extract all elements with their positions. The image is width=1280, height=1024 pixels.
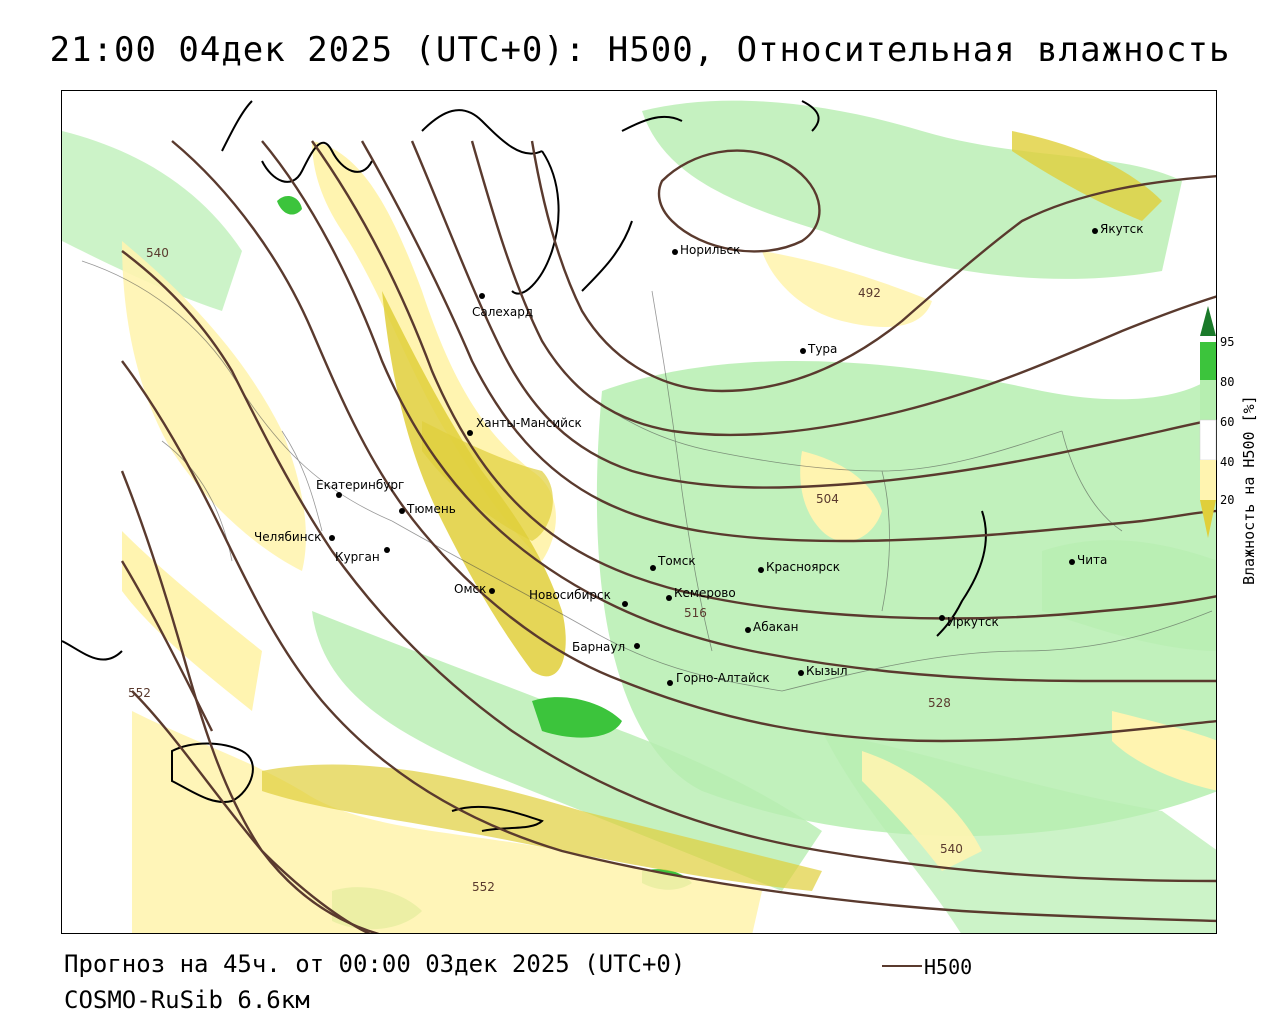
colorbar-band-neutral (1199, 419, 1217, 461)
model-name: COSMO-RuSib 6.6км (64, 986, 310, 1014)
contour-label: 552 (472, 880, 495, 894)
forecast-info: Прогноз на 45ч. от 00:00 03дек 2025 (UTC… (64, 950, 686, 978)
city-ekaterinburg[interactable]: Екатеринбург (316, 478, 404, 498)
svg-text:Абакан: Абакан (753, 620, 798, 634)
city-salekhard[interactable]: Салехард (472, 293, 533, 319)
city-chita[interactable]: Чита (1069, 553, 1107, 567)
colorbar-tick: 60 (1220, 415, 1234, 429)
city-gorno-altaysk[interactable]: Горно-Алтайск (667, 671, 770, 686)
humidity-colorbar: 95 80 60 40 20 (1196, 306, 1276, 546)
map-title: 21:00 04дек 2025 (UTC+0): H500, Относите… (49, 30, 1231, 70)
contour-legend: H500 (882, 955, 1280, 985)
city-novosibirsk[interactable]: Новосибирск (529, 588, 628, 607)
svg-text:Томск: Томск (657, 554, 696, 568)
svg-text:Иркутск: Иркутск (947, 615, 999, 629)
city-tomsk[interactable]: Томск (650, 554, 696, 571)
svg-text:Кызыл: Кызыл (806, 664, 848, 678)
city-abakan[interactable]: Абакан (745, 620, 798, 634)
contour-label: 540 (940, 842, 963, 856)
contour-label: 528 (928, 696, 951, 710)
contour-legend-line (882, 965, 922, 967)
contour-legend-label: H500 (924, 955, 973, 979)
svg-text:Ханты-Мансийск: Ханты-Мансийск (476, 416, 582, 430)
coastlines (62, 100, 987, 832)
h500-contours (120, 140, 1216, 933)
svg-text:Тура: Тура (807, 342, 837, 356)
city-krasnoyarsk[interactable]: Красноярск (758, 560, 840, 574)
city-omsk[interactable]: Омск (454, 582, 495, 596)
colorbar-band-low (1200, 460, 1216, 500)
contour-label: 504 (816, 492, 839, 506)
svg-text:Чита: Чита (1077, 553, 1107, 567)
svg-text:Челябинск: Челябинск (254, 530, 321, 544)
svg-text:Екатеринбург: Екатеринбург (316, 478, 404, 492)
humidity-fields (62, 100, 1216, 933)
city-kyzyl[interactable]: Кызыл (798, 664, 848, 678)
svg-text:Норильск: Норильск (680, 243, 740, 257)
city-irkutsk[interactable]: Иркутск (939, 615, 999, 629)
colorbar-tick: 95 (1220, 335, 1234, 349)
city-yakutsk[interactable]: Якутск (1092, 222, 1144, 236)
svg-text:Тюмень: Тюмень (406, 502, 456, 516)
svg-text:Кемерово: Кемерово (674, 586, 736, 600)
city-khanty-mansiysk[interactable]: Ханты-Мансийск (467, 416, 582, 436)
city-tyumen[interactable]: Тюмень (399, 502, 456, 516)
svg-text:Горно-Алтайск: Горно-Алтайск (676, 671, 770, 685)
forecast-map: 540 492 504 516 528 552 540 552 Якутск Н… (62, 100, 1216, 933)
svg-text:Омск: Омск (454, 582, 486, 596)
contour-label: 516 (684, 606, 707, 620)
colorbar-top-arrow (1200, 306, 1216, 336)
contour-label: 492 (858, 286, 881, 300)
colorbar-tick: 40 (1220, 455, 1234, 469)
svg-text:Барнаул: Барнаул (572, 640, 625, 654)
contour-label-group: 540 492 504 516 528 552 540 552 (128, 246, 963, 894)
cities: Якутск Норильск Салехард Тура Ханты-Манс… (254, 222, 1144, 686)
colorbar-title: Влажность на H500 [%] (1240, 395, 1258, 585)
city-kurgan[interactable]: Курган (335, 547, 390, 564)
colorbar-tick: 20 (1220, 493, 1234, 507)
contour-label: 540 (146, 246, 169, 260)
colorbar-tick: 80 (1220, 375, 1234, 389)
contour-label: 552 (128, 686, 151, 700)
city-norilsk[interactable]: Норильск (672, 243, 740, 257)
svg-text:Курган: Курган (335, 550, 380, 564)
city-kemerovo[interactable]: Кемерово (666, 586, 736, 601)
svg-text:Салехард: Салехард (472, 305, 533, 319)
city-tura[interactable]: Тура (800, 342, 837, 356)
svg-text:Якутск: Якутск (1100, 222, 1144, 236)
city-chelyabinsk[interactable]: Челябинск (254, 530, 335, 544)
svg-text:Новосибирск: Новосибирск (529, 588, 611, 602)
city-barnaul[interactable]: Барнаул (572, 640, 640, 654)
colorbar-bottom-arrow (1200, 500, 1216, 538)
map-panel[interactable]: 540 492 504 516 528 552 540 552 Якутск Н… (61, 90, 1217, 934)
colorbar-band-high (1200, 342, 1216, 380)
svg-text:Красноярск: Красноярск (766, 560, 840, 574)
colorbar-band-mid (1200, 380, 1216, 420)
